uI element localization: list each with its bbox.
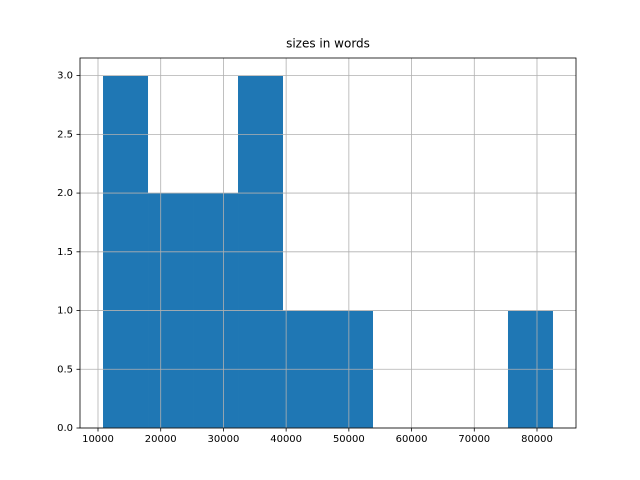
y-tick-label: 0.5	[57, 364, 73, 375]
x-tick-label: 70000	[458, 434, 490, 445]
x-tick-label: 40000	[270, 434, 302, 445]
y-tick-label: 3.0	[57, 71, 73, 82]
x-tick-label: 80000	[521, 434, 553, 445]
x-tick-label: 20000	[145, 434, 177, 445]
y-tick-label: 2.5	[57, 129, 73, 140]
y-tick-label: 2.0	[57, 188, 73, 199]
x-tick-label: 50000	[333, 434, 365, 445]
axes-frame	[79, 57, 577, 429]
x-tick-label: 10000	[82, 434, 114, 445]
x-tick-label: 30000	[208, 434, 240, 445]
y-tick-label: 0.0	[57, 423, 73, 434]
y-tick-label: 1.5	[57, 247, 73, 258]
y-tick-label: 1.0	[57, 306, 73, 317]
chart-title: sizes in words	[286, 37, 370, 51]
x-tick-label: 60000	[396, 434, 428, 445]
